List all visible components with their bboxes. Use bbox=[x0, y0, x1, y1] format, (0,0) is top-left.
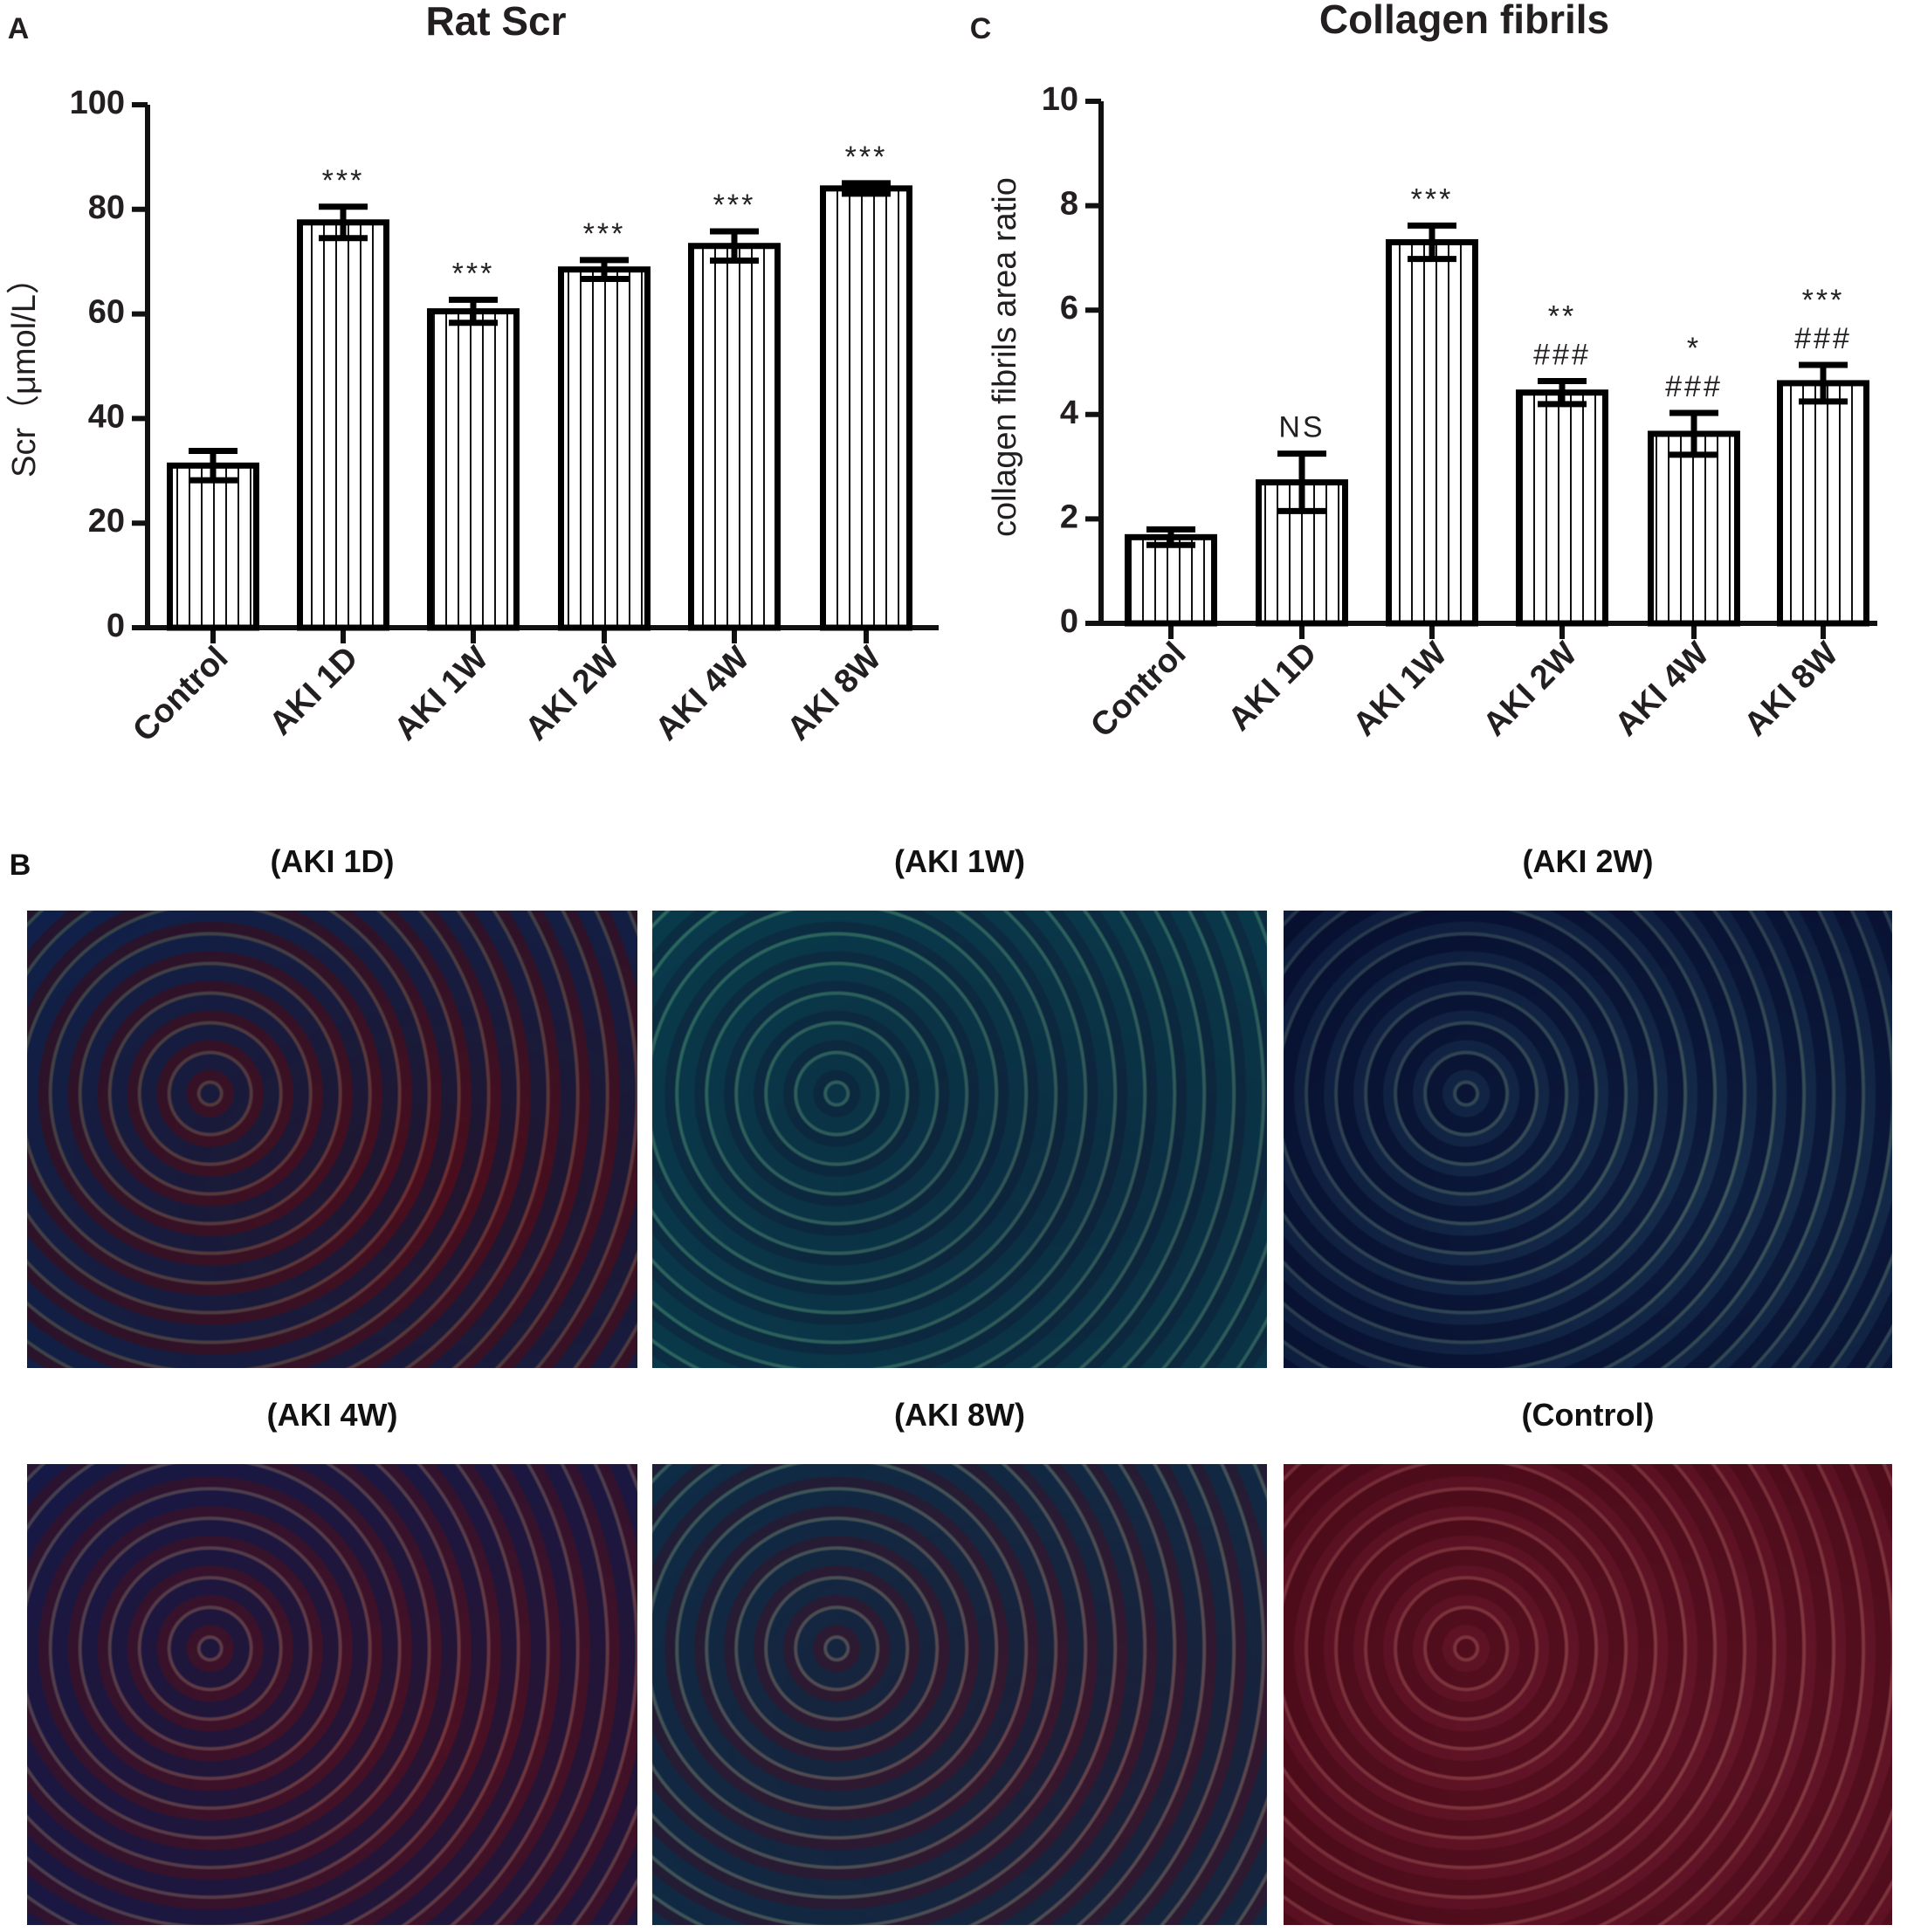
bar bbox=[1777, 380, 1869, 627]
significance-label: ### bbox=[1794, 322, 1852, 355]
error-bar bbox=[1146, 526, 1195, 548]
error-bar bbox=[189, 448, 238, 484]
y-axis-label: Scr（μmol/L） bbox=[6, 261, 43, 478]
x-tick-label: AKI 8W bbox=[781, 640, 889, 748]
panel-label: C bbox=[970, 12, 992, 45]
y-tick-label: 60 bbox=[88, 294, 125, 331]
y-tick-label: 80 bbox=[88, 189, 125, 226]
error-bar bbox=[1408, 222, 1456, 263]
error-bar bbox=[1277, 450, 1326, 514]
y-tick-label: 2 bbox=[1060, 498, 1078, 535]
significance-label: ### bbox=[1665, 370, 1723, 403]
x-tick-label: AKI 2W bbox=[1477, 636, 1585, 744]
y-axis-label: collagen fibrils area ratio bbox=[987, 177, 1023, 537]
bar bbox=[820, 185, 912, 631]
error-bar bbox=[319, 203, 368, 242]
histology-image bbox=[652, 1464, 1267, 1925]
histology-image bbox=[1284, 1464, 1892, 1925]
x-tick-label: AKI 1D bbox=[1222, 636, 1325, 739]
significance-label: * bbox=[1687, 332, 1701, 365]
y-tick-label: 4 bbox=[1060, 395, 1078, 431]
significance-label: *** bbox=[452, 257, 495, 290]
bar bbox=[688, 243, 781, 631]
x-tick-label: AKI 1D bbox=[263, 640, 366, 743]
y-tick-label: 40 bbox=[88, 398, 125, 435]
panel-label: B bbox=[9, 849, 31, 882]
y-tick-label: 20 bbox=[88, 503, 125, 540]
error-bar bbox=[842, 180, 891, 197]
significance-label: ** bbox=[1548, 300, 1576, 333]
panel-label: A bbox=[8, 12, 30, 45]
image-title: (Control) bbox=[1521, 1397, 1655, 1433]
error-bar bbox=[580, 257, 629, 282]
bar bbox=[1648, 430, 1740, 627]
x-tick-label: AKI 8W bbox=[1738, 636, 1846, 744]
bar bbox=[1125, 533, 1217, 627]
error-bar bbox=[1538, 378, 1587, 408]
bar bbox=[427, 308, 520, 631]
bar bbox=[167, 462, 259, 631]
chart-title: Collagen fibrils bbox=[1319, 0, 1609, 42]
bar bbox=[558, 266, 651, 631]
significance-label: ### bbox=[1533, 339, 1591, 372]
y-tick-label: 0 bbox=[107, 608, 125, 644]
image-title: (AKI 1D) bbox=[270, 843, 395, 879]
histology-image bbox=[27, 1464, 637, 1925]
y-tick-label: 8 bbox=[1060, 186, 1078, 223]
y-tick-label: 10 bbox=[1042, 81, 1078, 118]
error-bar bbox=[710, 228, 759, 265]
x-tick-label: Control bbox=[126, 640, 235, 749]
error-bar bbox=[1669, 409, 1718, 458]
x-tick-label: AKI 1W bbox=[388, 640, 496, 748]
image-title: (AKI 1W) bbox=[894, 843, 1025, 879]
significance-label: *** bbox=[1411, 182, 1454, 216]
error-bar bbox=[449, 296, 498, 327]
bar bbox=[297, 219, 389, 631]
x-tick-label: AKI 4W bbox=[649, 640, 757, 748]
significance-label: *** bbox=[322, 164, 365, 197]
histology-image bbox=[27, 911, 637, 1368]
image-title: (AKI 8W) bbox=[894, 1397, 1025, 1433]
chart-title: Rat Scr bbox=[425, 0, 566, 44]
significance-label: *** bbox=[713, 189, 756, 222]
y-tick-label: 100 bbox=[70, 85, 125, 121]
significance-label: *** bbox=[845, 141, 888, 174]
image-title: (AKI 2W) bbox=[1522, 843, 1654, 879]
histology-image bbox=[652, 911, 1267, 1368]
y-tick-label: 6 bbox=[1060, 290, 1078, 327]
image-title: (AKI 4W) bbox=[266, 1397, 398, 1433]
significance-label: *** bbox=[1802, 284, 1845, 317]
y-tick-label: 0 bbox=[1060, 603, 1078, 640]
histology-image bbox=[1284, 911, 1892, 1368]
x-tick-label: AKI 2W bbox=[519, 640, 627, 748]
bar bbox=[1386, 238, 1478, 627]
x-tick-label: AKI 4W bbox=[1608, 636, 1717, 744]
error-bar bbox=[1799, 361, 1848, 405]
x-tick-label: AKI 1W bbox=[1346, 636, 1455, 744]
significance-label: NS bbox=[1278, 411, 1325, 444]
significance-label: *** bbox=[583, 217, 626, 251]
bar bbox=[1516, 389, 1608, 627]
x-tick-label: Control bbox=[1084, 636, 1193, 745]
